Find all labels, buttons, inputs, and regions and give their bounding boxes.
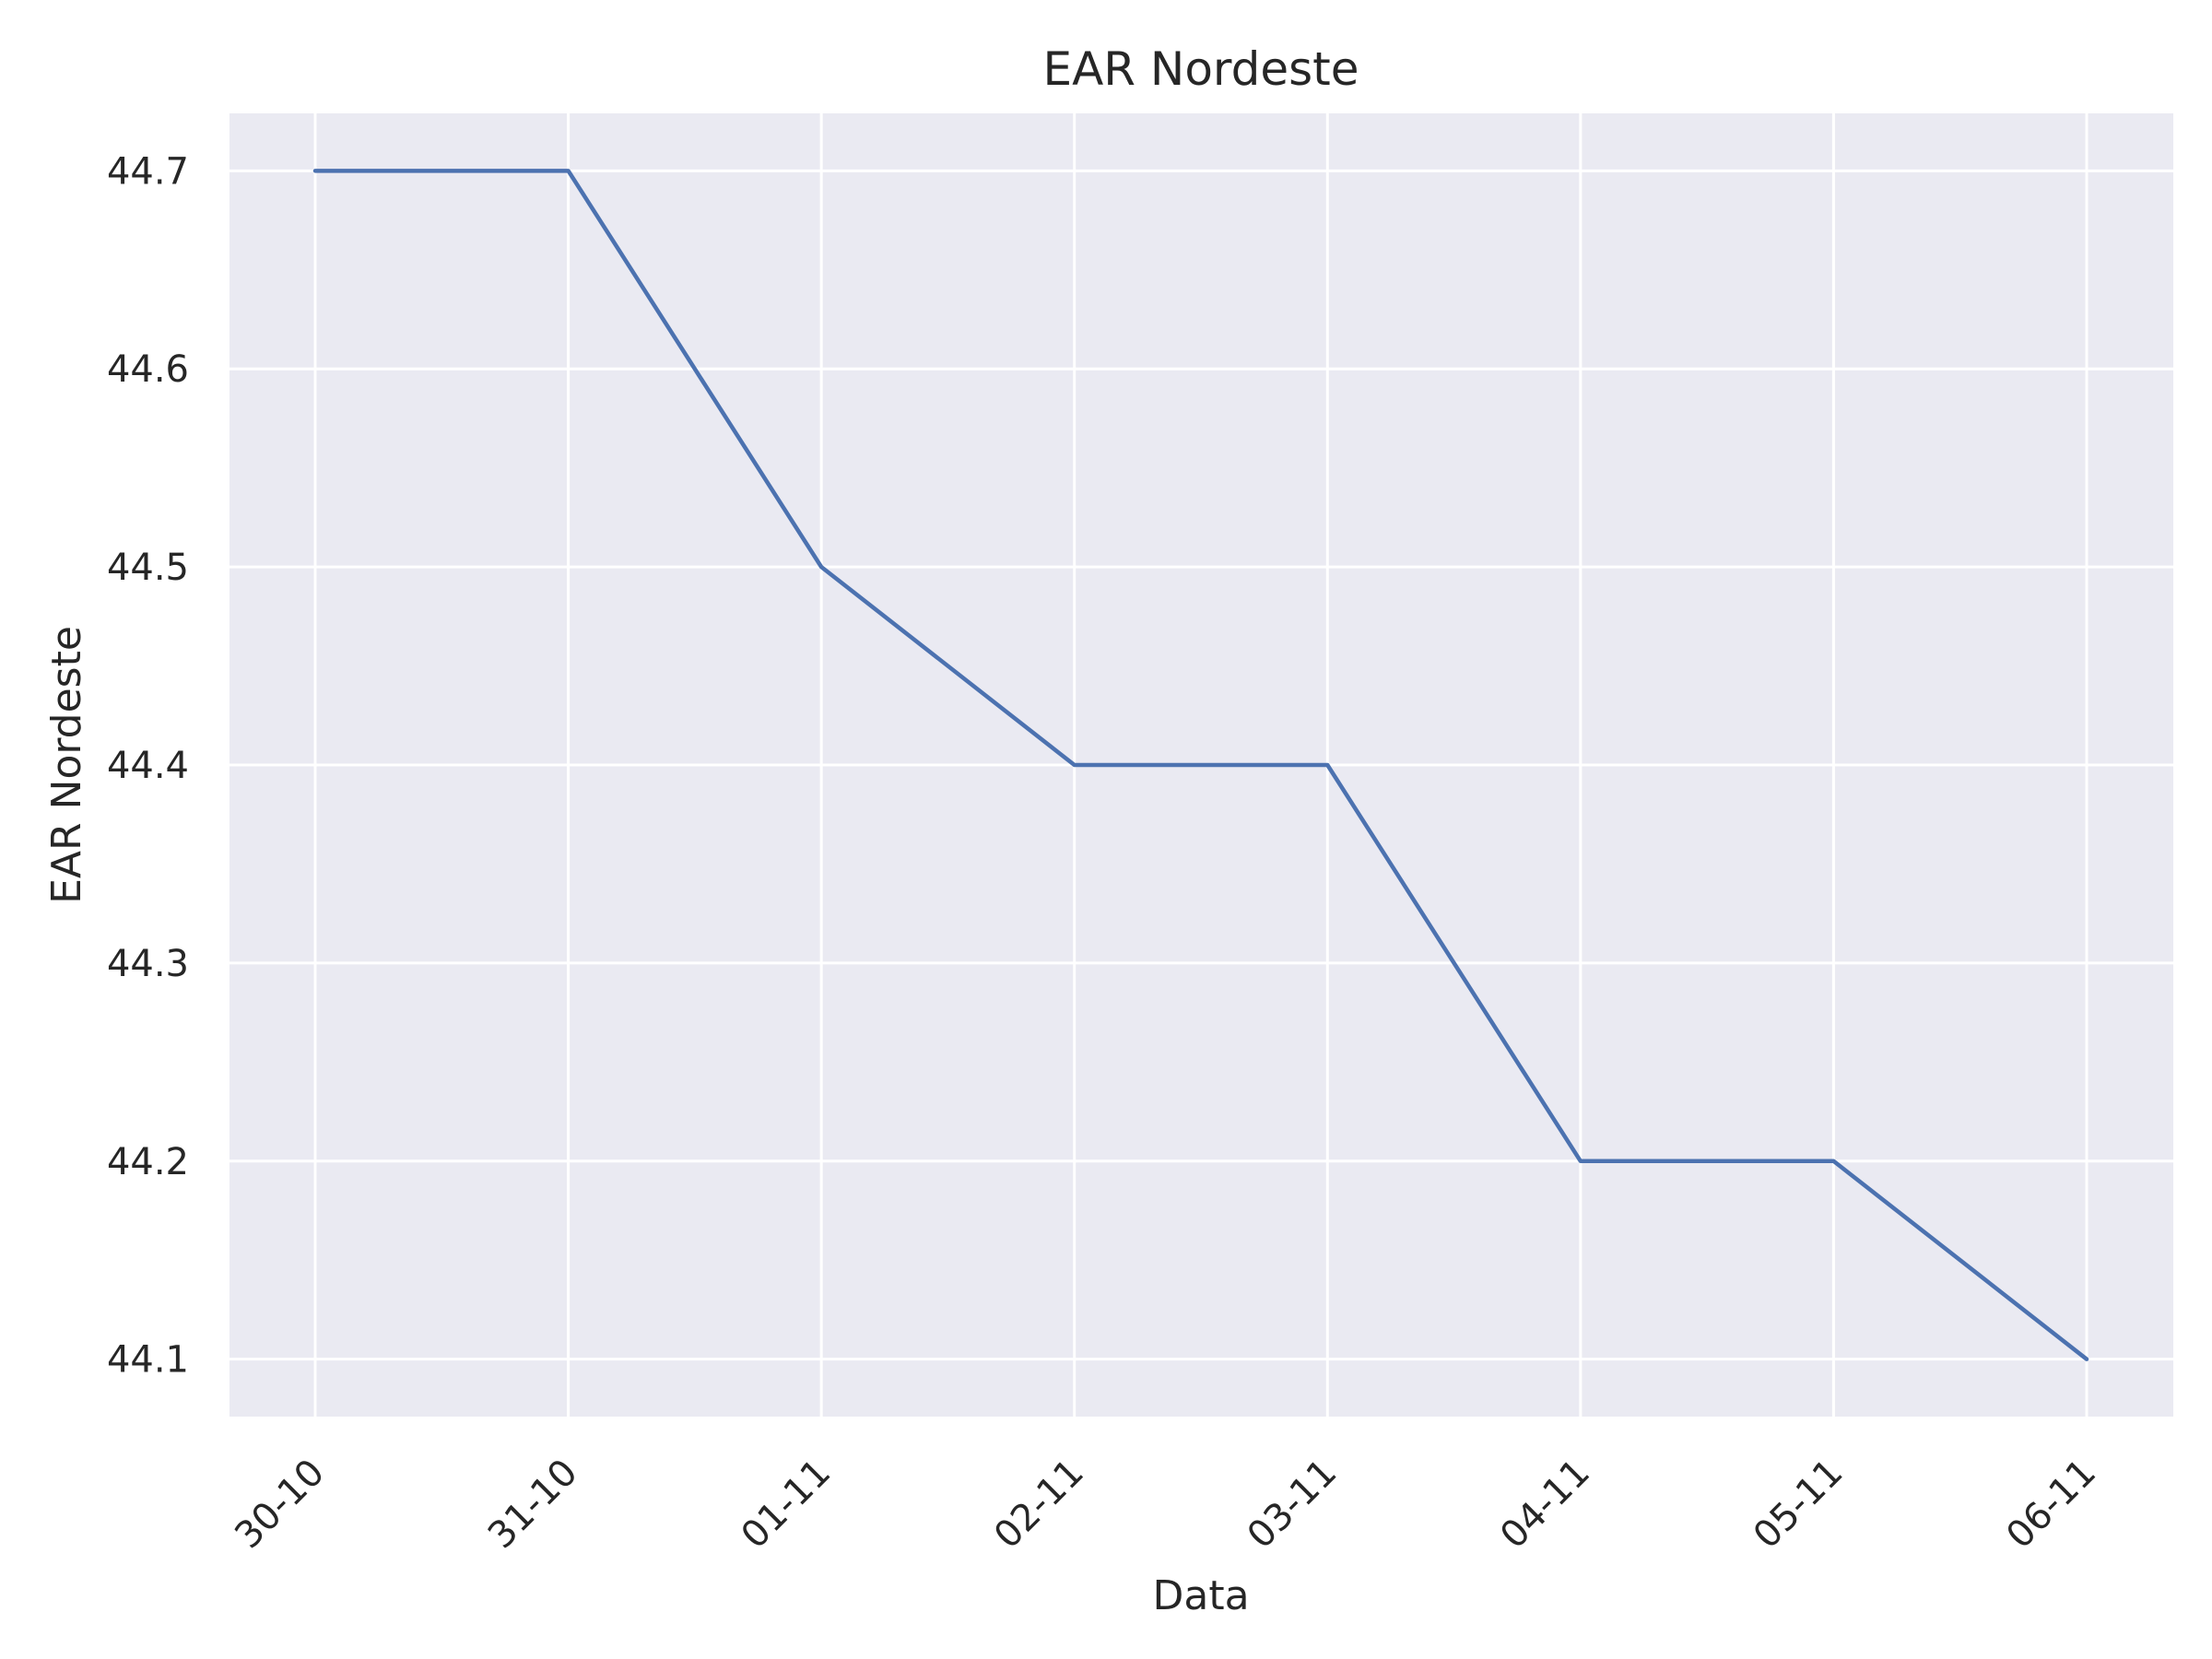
- series-line: [312, 169, 2089, 1361]
- y-tick-label: 44.7: [107, 150, 189, 193]
- x-tick-label: 06-11: [1998, 1452, 2104, 1558]
- x-tick-label: 01-11: [733, 1452, 839, 1558]
- y-axis-label: EAR Nordeste: [43, 626, 90, 904]
- y-tick-label: 44.1: [107, 1339, 189, 1382]
- y-tick-label: 44.6: [107, 348, 189, 391]
- series-layer: [312, 169, 2089, 1361]
- y-tick-label: 44.2: [107, 1141, 189, 1183]
- x-tick-label: 02-11: [986, 1452, 1092, 1558]
- x-axis-label: Data: [1152, 1572, 1249, 1619]
- y-tick-label: 44.4: [107, 745, 189, 787]
- x-tick-label: 31-10: [480, 1452, 586, 1558]
- x-tick-label: 30-10: [227, 1452, 333, 1558]
- x-axis-ticks: 30-10 31-10 01-11 02-11 03-11 04-11 05-11 06-11: [227, 1452, 2104, 1558]
- y-tick-label: 44.3: [107, 943, 189, 985]
- y-tick-label: 44.5: [107, 547, 189, 589]
- chart-title: EAR Nordeste: [1042, 42, 1359, 96]
- x-tick-label: 04-11: [1492, 1452, 1598, 1558]
- x-tick-label: 05-11: [1746, 1452, 1852, 1558]
- y-axis-ticks: 44.1 44.2 44.3 44.4 44.5 44.6 44.7: [107, 150, 189, 1381]
- x-tick-label: 03-11: [1240, 1452, 1346, 1558]
- grid-lines: [229, 113, 2173, 1417]
